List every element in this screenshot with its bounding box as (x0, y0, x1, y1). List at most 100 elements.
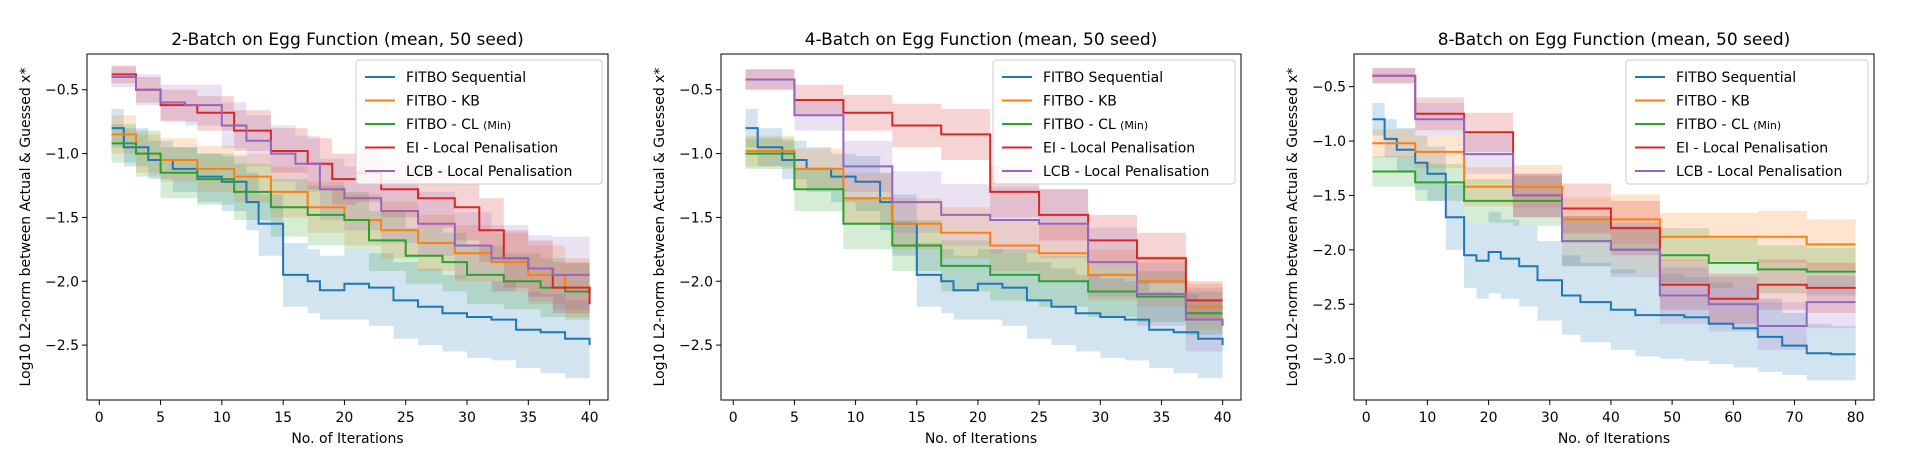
y-tick-label: −1.5 (45, 210, 79, 226)
series-band-1 (1372, 103, 1856, 381)
series-band-4 (745, 69, 1223, 320)
chart-title: 8-Batch on Egg Function (mean, 50 seed) (1438, 30, 1791, 50)
legend: FITBO Sequential FITBO - KB FITBO - CL (Mi… (992, 59, 1236, 185)
legend-entry: EI - Local Penalisation (1043, 141, 1195, 157)
x-tick-label: 40 (1602, 410, 1620, 426)
chart-panel-2: 0 5 10 15 20 25 30 35 40 −2.5 −2.0 −1.5 −1.0 −0.5 4-Ba… (652, 30, 1242, 447)
x-tick-label: 15 (908, 410, 926, 426)
y-tick-label: −1.5 (1312, 188, 1346, 204)
legend-entry: FITBO - CL (Min) (1676, 117, 1781, 133)
series-line-3 (111, 142, 591, 294)
legend-box (992, 59, 1236, 185)
series-line-1 (1372, 118, 1856, 356)
legend-entry: FITBO Sequential (1676, 70, 1796, 86)
x-axis-label: No. of Iterations (925, 431, 1037, 447)
legend-entry: FITBO Sequential (1043, 70, 1163, 86)
x-tick-label: 10 (1418, 410, 1436, 426)
series-band-3 (111, 124, 590, 323)
x-tick-label: 30 (1091, 410, 1109, 426)
legend: FITBO Sequential FITBO - KB FITBO - CL (Mi… (1625, 59, 1869, 185)
x-tick-label: 40 (581, 410, 599, 426)
axes-frame (720, 53, 1242, 401)
legend-box (355, 59, 603, 185)
y-tick-label: −2.5 (1312, 297, 1346, 313)
legend-entry: FITBO - KB (1043, 94, 1117, 110)
legend-entry: LCB - Local Penalisation (406, 164, 572, 180)
x-tick-label: 0 (1362, 410, 1371, 426)
x-axis-label: No. of Iterations (1558, 431, 1670, 447)
y-tick-label: −2.0 (1312, 243, 1346, 259)
x-tick-label: 35 (519, 410, 537, 426)
plot-area (1372, 68, 1856, 381)
series-band-3 (745, 138, 1223, 335)
x-tick-label: 80 (1847, 410, 1865, 426)
chart-title: 2-Batch on Egg Function (mean, 50 seed) (171, 30, 524, 50)
y-tick-label: −2.5 (679, 338, 713, 354)
series-line-3 (745, 152, 1223, 315)
x-tick-label: 20 (969, 410, 987, 426)
series-band-1 (745, 108, 1223, 384)
x-tick-label: 20 (1480, 410, 1498, 426)
x-tick-label: 20 (336, 410, 354, 426)
y-tick-label: −0.5 (1312, 80, 1346, 96)
y-tick-label: −2.0 (679, 274, 713, 290)
axes-frame (86, 53, 609, 401)
legend-entry: EI - Local Penalisation (1676, 141, 1828, 157)
y-axis-label: Log10 L2-norm between Actual & Guessed x… (18, 68, 34, 387)
x-tick-label: 5 (790, 410, 799, 426)
series-line-5 (745, 78, 1224, 326)
y-tick-label: −1.0 (1312, 134, 1346, 150)
series-band-3 (1372, 156, 1856, 296)
series-band-5 (1372, 68, 1856, 350)
legend-entry: LCB - Local Penalisation (1043, 164, 1209, 180)
legend-entry: FITBO - CL (Min) (1043, 117, 1148, 133)
x-tick-label: 70 (1786, 410, 1804, 426)
x-tick-label: 30 (458, 410, 476, 426)
series-band-1 (111, 108, 590, 384)
x-tick-label: 35 (1153, 410, 1171, 426)
legend-entry: EI - Local Penalisation (406, 141, 558, 157)
legend-entry: FITBO - KB (406, 94, 480, 110)
axes-frame (1353, 53, 1875, 401)
plot-area (111, 65, 591, 384)
x-tick-label: 25 (397, 410, 415, 426)
series-band-4 (111, 65, 590, 326)
y-tick-label: −0.5 (45, 83, 79, 99)
x-tick-label: 10 (847, 410, 865, 426)
x-tick-label: 10 (213, 410, 231, 426)
x-tick-label: 40 (1214, 410, 1232, 426)
chart-panel-3: 0 10 20 30 40 50 60 70 80 −3.0 −2.5 −2.0 −1.5 −1.0 −0.… (1285, 30, 1875, 447)
legend-entry: FITBO Sequential (406, 70, 526, 86)
y-tick-label: −1.0 (679, 147, 713, 163)
legend-box (1625, 59, 1869, 185)
y-tick-label: −2.5 (45, 338, 79, 354)
chart-panel-1: 0 5 10 15 20 25 30 35 40 −2.5 −2.0 −1.5 −1.0 −0.5 2-Ba… (18, 30, 609, 447)
y-tick-label: −3.0 (1312, 352, 1346, 368)
series-line-4 (1372, 74, 1856, 300)
x-tick-label: 0 (95, 410, 104, 426)
x-tick-label: 5 (156, 410, 165, 426)
legend: FITBO Sequential FITBO - KB FITBO - CL (Mi… (355, 59, 603, 185)
y-axis-label: Log10 L2-norm between Actual & Guessed x… (652, 68, 668, 387)
x-tick-label: 0 (729, 410, 738, 426)
x-tick-label: 15 (274, 410, 292, 426)
x-tick-label: 50 (1663, 410, 1681, 426)
y-tick-label: −1.5 (679, 210, 713, 226)
x-tick-label: 60 (1724, 410, 1742, 426)
y-axis-label: Log10 L2-norm between Actual & Guessed x… (1285, 68, 1301, 387)
x-tick-label: 30 (1541, 410, 1559, 426)
y-tick-label: −0.5 (679, 83, 713, 99)
plot-area (745, 69, 1224, 384)
x-tick-label: 25 (1030, 410, 1048, 426)
series-line-5 (1372, 74, 1856, 327)
x-axis-label: No. of Iterations (291, 431, 403, 447)
series-band-2 (1372, 129, 1856, 270)
y-tick-label: −2.0 (45, 274, 79, 290)
legend-entry: FITBO - KB (1676, 94, 1750, 110)
chart-title: 4-Batch on Egg Function (mean, 50 seed) (805, 30, 1158, 50)
series-band-5 (111, 66, 590, 314)
series-line-2 (1372, 142, 1856, 246)
y-tick-label: −1.0 (45, 147, 79, 163)
legend-entry: LCB - Local Penalisation (1676, 164, 1842, 180)
